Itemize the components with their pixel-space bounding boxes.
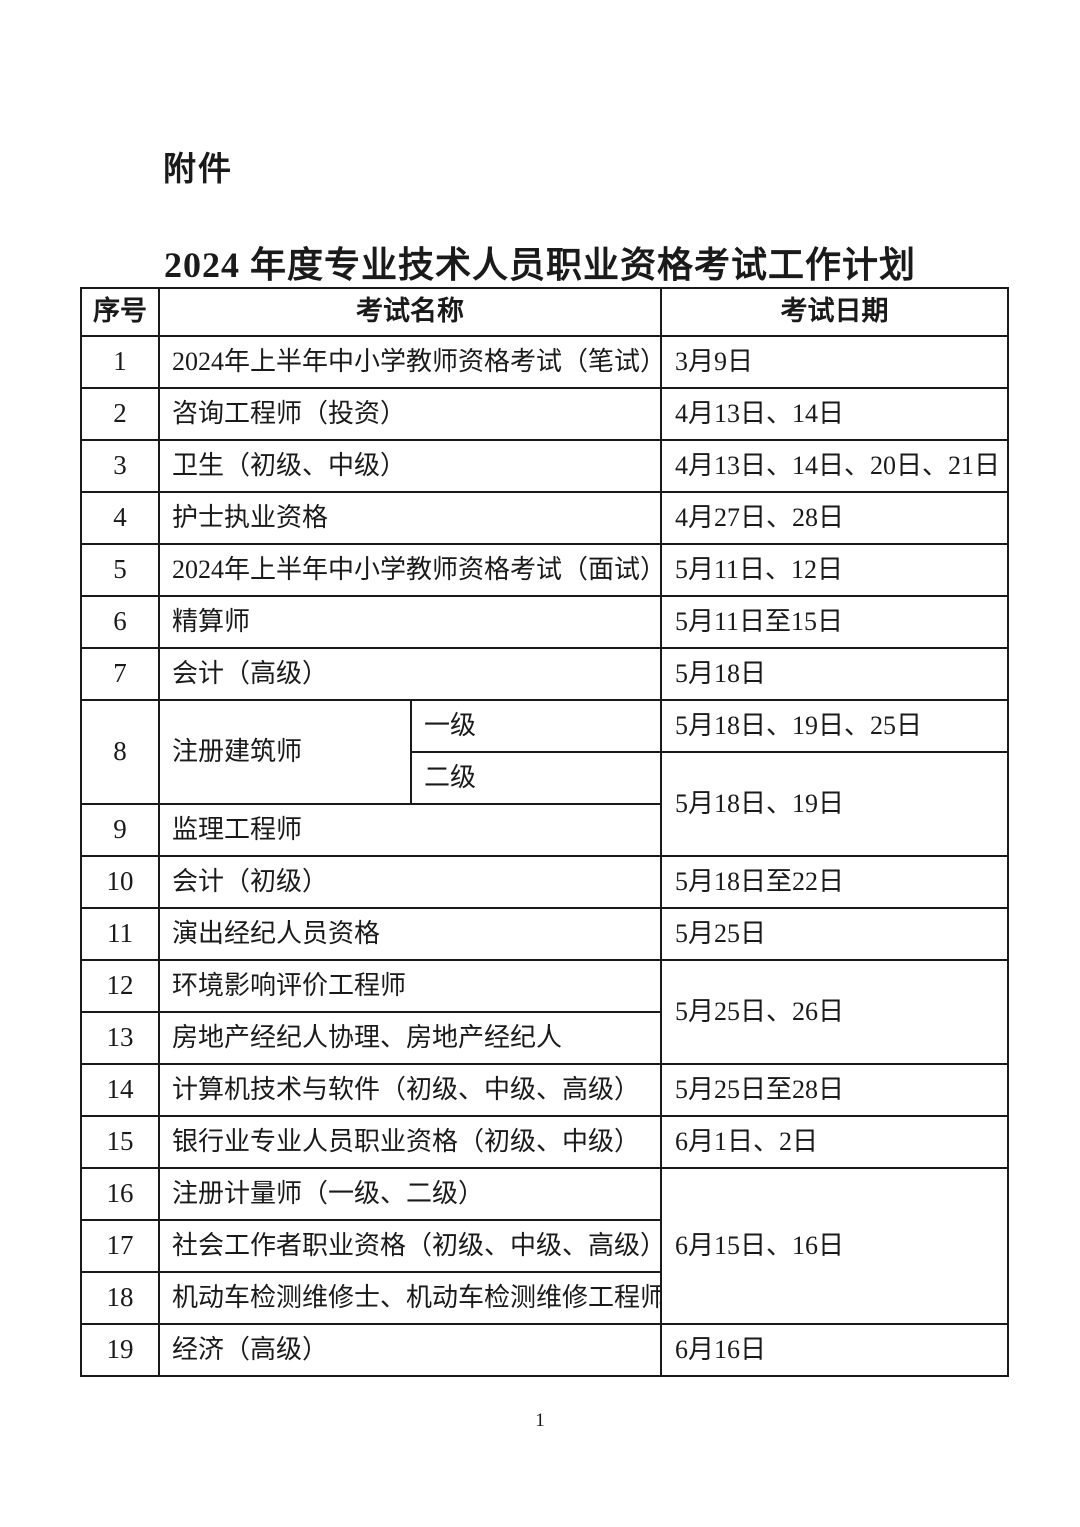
table-row: 二级 5月18日、19日 bbox=[81, 751, 1009, 857]
exam-date-cell: 5月25日至28日 bbox=[660, 1063, 1009, 1117]
exam-name-cell: 咨询工程师（投资） bbox=[158, 387, 662, 441]
exam-date-cell: 5月18日至22日 bbox=[660, 855, 1009, 909]
exam-name-cell: 精算师 bbox=[158, 595, 662, 649]
exam-name-cell: 社会工作者职业资格（初级、中级、高级） bbox=[158, 1219, 662, 1273]
exam-name-cell: 机动车检测维修士、机动车检测维修工程师 bbox=[158, 1271, 662, 1325]
exam-date-cell: 6月1日、2日 bbox=[660, 1115, 1009, 1169]
exam-name-cell: 监理工程师 bbox=[158, 803, 662, 857]
table-row: 5 2024年上半年中小学教师资格考试（面试） 5月11日、12日 bbox=[80, 543, 1009, 597]
exam-name-cell: 计算机技术与软件（初级、中级、高级） bbox=[158, 1063, 662, 1117]
table-row: 1 2024年上半年中小学教师资格考试（笔试） 3月9日 bbox=[80, 335, 1009, 389]
table-header-row: 序号 考试名称 考试日期 bbox=[80, 287, 1009, 337]
row-number-cell: 10 bbox=[80, 855, 160, 909]
row-number-cell: 5 bbox=[80, 543, 160, 597]
header-exam-name: 考试名称 bbox=[158, 287, 662, 337]
table-row: 2 咨询工程师（投资） 4月13日、14日 bbox=[80, 387, 1009, 441]
exam-name-cell: 注册建筑师 bbox=[158, 699, 412, 805]
page-number: 1 bbox=[535, 1410, 545, 1431]
table-row: 19 经济（高级） 6月16日 bbox=[80, 1323, 1009, 1377]
row-number-cell: 11 bbox=[80, 907, 160, 961]
exam-date-cell: 5月11日至15日 bbox=[660, 595, 1009, 649]
row-number-cell: 9 bbox=[80, 803, 160, 857]
exam-name-cell: 2024年上半年中小学教师资格考试（面试） bbox=[158, 543, 662, 597]
table-row: 6 精算师 5月11日至15日 bbox=[80, 595, 1009, 649]
exam-level-cell: 二级 bbox=[410, 751, 662, 805]
row-number-cell: 19 bbox=[80, 1323, 160, 1377]
header-exam-date: 考试日期 bbox=[660, 287, 1009, 337]
table-row: 7 会计（高级） 5月18日 bbox=[80, 647, 1009, 701]
row-number-cell: 6 bbox=[80, 595, 160, 649]
exam-name-cell: 2024年上半年中小学教师资格考试（笔试） bbox=[158, 335, 662, 389]
exam-date-cell: 4月13日、14日、20日、21日 bbox=[660, 439, 1009, 493]
exam-name-cell: 卫生（初级、中级） bbox=[158, 439, 662, 493]
table-row: 11 演出经纪人员资格 5月25日 bbox=[80, 907, 1009, 961]
row-number-cell: 13 bbox=[80, 1011, 160, 1065]
exam-date-cell: 5月11日、12日 bbox=[660, 543, 1009, 597]
table-row: 8 注册建筑师 一级 5月18日、19日、25日 bbox=[80, 699, 1009, 805]
exam-date-cell: 5月18日、19日、25日 bbox=[660, 699, 1009, 753]
exam-date-cell: 4月13日、14日 bbox=[660, 387, 1009, 441]
row-number-cell: 18 bbox=[80, 1271, 160, 1325]
row-number-cell: 1 bbox=[80, 335, 160, 389]
exam-date-cell: 4月27日、28日 bbox=[660, 491, 1009, 545]
table-row: 13 房地产经纪人协理、房地产经纪人 bbox=[80, 1011, 1008, 1065]
row-number-cell: 2 bbox=[80, 387, 160, 441]
table-row: 4 护士执业资格 4月27日、28日 bbox=[80, 491, 1009, 545]
row-number-cell: 7 bbox=[80, 647, 160, 701]
table-row: 14 计算机技术与软件（初级、中级、高级） 5月25日至28日 bbox=[80, 1063, 1009, 1117]
exam-date-cell: 3月9日 bbox=[660, 335, 1009, 389]
table-row: 3 卫生（初级、中级） 4月13日、14日、20日、21日 bbox=[80, 439, 1009, 493]
row-number-cell: 15 bbox=[80, 1115, 160, 1169]
document-title: 2024 年度专业技术人员职业资格考试工作计划 bbox=[163, 245, 916, 285]
exam-name-cell: 经济（高级） bbox=[158, 1323, 662, 1377]
table-row: 16 注册计量师（一级、二级） 6月15日、16日 bbox=[80, 1167, 1009, 1325]
attachment-label: 附件 bbox=[163, 150, 233, 187]
exam-name-cell: 银行业专业人员职业资格（初级、中级） bbox=[158, 1115, 662, 1169]
row-number-cell: 3 bbox=[80, 439, 160, 493]
row-number-cell: 4 bbox=[80, 491, 160, 545]
header-no: 序号 bbox=[80, 287, 160, 337]
exam-date-cell: 5月18日、19日 bbox=[660, 751, 1009, 857]
exam-name-cell: 护士执业资格 bbox=[158, 491, 662, 545]
exam-name-cell: 环境影响评价工程师 bbox=[158, 959, 662, 1013]
row-number-cell: 14 bbox=[80, 1063, 160, 1117]
row-number-cell: 17 bbox=[80, 1219, 160, 1273]
exam-name-cell: 房地产经纪人协理、房地产经纪人 bbox=[158, 1011, 662, 1065]
exam-date-cell: 6月15日、16日 bbox=[660, 1167, 1009, 1325]
exam-date-cell: 5月25日、26日 bbox=[660, 959, 1009, 1065]
exam-name-cell: 注册计量师（一级、二级） bbox=[158, 1167, 662, 1221]
table-row: 18 机动车检测维修士、机动车检测维修工程师 bbox=[80, 1271, 1008, 1325]
exam-schedule-table: 序号 考试名称 考试日期 1 2024年上半年中小学教师资格考试（笔试） 3月9… bbox=[80, 287, 1009, 1377]
exam-date-cell: 6月16日 bbox=[660, 1323, 1009, 1377]
exam-name-cell: 演出经纪人员资格 bbox=[158, 907, 662, 961]
exam-date-cell: 5月25日 bbox=[660, 907, 1009, 961]
table-row: 15 银行业专业人员职业资格（初级、中级） 6月1日、2日 bbox=[80, 1115, 1009, 1169]
row-number-cell: 12 bbox=[80, 959, 160, 1013]
exam-name-cell: 会计（高级） bbox=[158, 647, 662, 701]
exam-name-cell: 会计（初级） bbox=[158, 855, 662, 909]
table-row: 10 会计（初级） 5月18日至22日 bbox=[80, 855, 1009, 909]
exam-level-cell: 一级 bbox=[410, 699, 662, 753]
table-row: 17 社会工作者职业资格（初级、中级、高级） bbox=[80, 1219, 1008, 1273]
row-number-cell: 8 bbox=[80, 699, 160, 805]
exam-date-cell: 5月18日 bbox=[660, 647, 1009, 701]
row-number-cell: 16 bbox=[80, 1167, 160, 1221]
table-row: 12 环境影响评价工程师 5月25日、26日 bbox=[80, 959, 1009, 1065]
table-row: 9 监理工程师 bbox=[80, 803, 1008, 857]
